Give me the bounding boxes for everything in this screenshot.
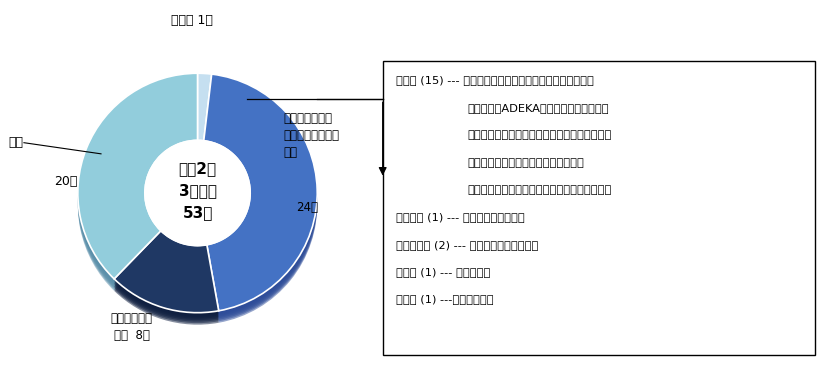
Text: 製造系 (15) --- 日本製紙、ウテナ、持田製薬、直富商事、: 製造系 (15) --- 日本製紙、ウテナ、持田製薬、直富商事、 <box>396 75 593 85</box>
Text: サービス系 (2) --- デリシア、ヴィエリス: サービス系 (2) --- デリシア、ヴィエリス <box>396 240 538 250</box>
Wedge shape <box>204 86 317 323</box>
Wedge shape <box>198 85 212 153</box>
Wedge shape <box>204 79 317 315</box>
Wedge shape <box>198 73 212 141</box>
Wedge shape <box>198 75 212 142</box>
Wedge shape <box>204 80 317 317</box>
Text: 類グループ、近藤紡績所、中山商事、: 類グループ、近藤紡績所、中山商事、 <box>467 158 584 167</box>
Wedge shape <box>198 78 212 145</box>
Text: 情報通信 (1) --- ハ十ニシステム開発: 情報通信 (1) --- ハ十ニシステム開発 <box>396 212 524 222</box>
FancyBboxPatch shape <box>383 61 815 355</box>
Wedge shape <box>78 82 198 288</box>
Wedge shape <box>114 231 219 313</box>
Wedge shape <box>78 73 198 279</box>
Wedge shape <box>198 79 212 147</box>
Wedge shape <box>78 81 198 286</box>
Wedge shape <box>204 83 317 320</box>
Text: 20名: 20名 <box>53 174 77 188</box>
Wedge shape <box>114 234 219 316</box>
Circle shape <box>145 140 250 246</box>
Text: 公務員 (1) --- 中野市役所: 公務員 (1) --- 中野市役所 <box>396 267 490 277</box>
Wedge shape <box>114 232 219 314</box>
Wedge shape <box>198 82 212 150</box>
Wedge shape <box>78 85 198 291</box>
Wedge shape <box>198 84 212 151</box>
Text: 日本資材、ADEKA、サカイキャニング、: 日本資材、ADEKA、サカイキャニング、 <box>467 103 608 113</box>
Text: 信州大学大学院
総合理工学研究科
進学: 信州大学大学院 総合理工学研究科 進学 <box>284 112 340 159</box>
Wedge shape <box>78 84 198 289</box>
Wedge shape <box>114 237 219 319</box>
Text: その他 1名: その他 1名 <box>170 14 212 27</box>
Wedge shape <box>204 77 317 314</box>
Text: ジェイオーコスメティックス、三洋グラビア、: ジェイオーコスメティックス、三洋グラビア、 <box>467 130 611 140</box>
Wedge shape <box>114 240 219 322</box>
Text: 金鶴食品製菓、マルコメ、スジャータめいらく: 金鶴食品製菓、マルコメ、スジャータめいらく <box>467 185 611 195</box>
Wedge shape <box>204 74 317 311</box>
Text: 就職: 就職 <box>8 136 23 149</box>
Wedge shape <box>114 235 219 317</box>
Wedge shape <box>114 238 219 320</box>
Wedge shape <box>114 243 219 325</box>
Wedge shape <box>78 76 198 282</box>
Wedge shape <box>78 79 198 285</box>
Wedge shape <box>198 81 212 148</box>
Wedge shape <box>114 241 219 323</box>
Wedge shape <box>204 85 317 321</box>
Text: 24名: 24名 <box>295 201 318 214</box>
Wedge shape <box>204 75 317 312</box>
Wedge shape <box>198 76 212 144</box>
Wedge shape <box>78 75 198 280</box>
Wedge shape <box>78 78 198 283</box>
Text: 令和2年
3月卒業
53名: 令和2年 3月卒業 53名 <box>179 161 216 220</box>
Wedge shape <box>204 82 317 318</box>
Text: その他 (1) ---エヌエヌ環境: その他 (1) ---エヌエヌ環境 <box>396 294 493 304</box>
Text: 他大学大学院
進学  8名: 他大学大学院 進学 8名 <box>110 312 153 342</box>
